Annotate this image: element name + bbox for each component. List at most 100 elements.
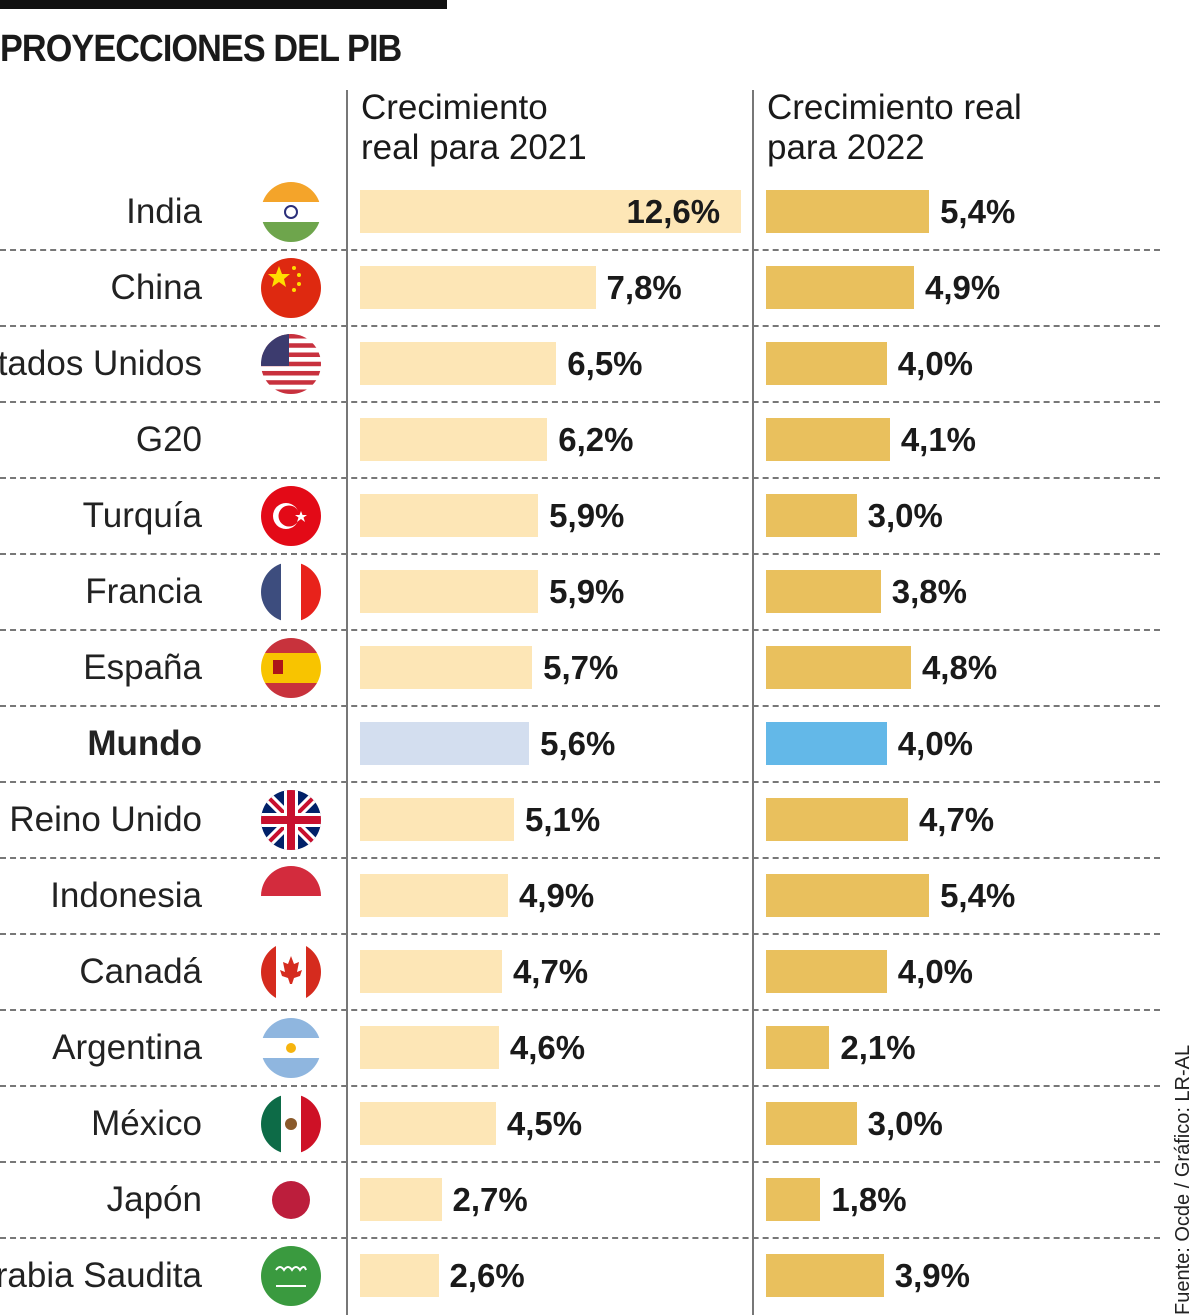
value-label-2022: 5,4% — [940, 193, 1016, 230]
bar-2022 — [766, 342, 887, 385]
usa-flag-icon — [261, 334, 321, 394]
bar-2021 — [360, 1102, 496, 1145]
row-divider — [0, 1009, 1160, 1011]
spain-flag-icon — [261, 638, 321, 698]
chart-row: Francia 5,9% 3,8% — [0, 554, 1160, 631]
source-note: Fuente: Ocde / Gráfico: LR-AL — [1172, 1044, 1194, 1315]
row-divider — [0, 933, 1160, 935]
value-label-2022: 1,8% — [831, 1181, 907, 1218]
value-label-2022: 4,1% — [900, 421, 977, 458]
category-label: Indonesia — [50, 876, 202, 915]
bar-2022 — [766, 190, 930, 233]
canada-flag-icon — [261, 942, 321, 1002]
value-label-2022: 4,9% — [924, 269, 1001, 306]
value-label-2022: 4,0% — [897, 345, 974, 382]
category-label: G20 — [135, 420, 202, 459]
row-divider — [0, 857, 1160, 859]
category-label: Argentina — [52, 1028, 202, 1067]
bar-2021 — [360, 646, 533, 689]
value-label-2021: 5,9% — [549, 497, 625, 534]
bar-2022 — [766, 494, 857, 537]
uk-flag-icon — [261, 790, 321, 850]
chart-row: Arabia Saudita 2,6% 3,9% — [0, 1238, 1160, 1314]
chart-row: Turquía 5,9% 3,0% — [0, 478, 1160, 555]
column-header-2022: Crecimiento real para 2022 — [767, 88, 1022, 167]
bar-2021 — [360, 950, 502, 993]
japan-flag-icon — [261, 1170, 321, 1230]
value-label-2022: 5,4% — [940, 877, 1016, 914]
value-label-2021: 6,2% — [558, 421, 634, 458]
category-label: Francia — [85, 572, 202, 611]
value-label-2021: 2,7% — [452, 1181, 528, 1218]
category-label: China — [110, 268, 202, 307]
category-label: México — [91, 1104, 202, 1143]
row-divider — [0, 629, 1160, 631]
bar-2022 — [766, 798, 908, 841]
turkey-flag-icon — [261, 486, 321, 546]
mexico-flag-icon — [261, 1094, 321, 1154]
value-label-2021: 2,6% — [449, 1257, 525, 1294]
category-label: Mundo — [87, 724, 202, 763]
bar-2021 — [360, 1026, 499, 1069]
row-divider — [0, 1237, 1160, 1239]
bar-2022 — [766, 646, 911, 689]
bar-2022 — [766, 950, 887, 993]
bar-2021 — [360, 1178, 442, 1221]
value-label-2022: 3,0% — [867, 1105, 943, 1142]
value-label-2022: 4,0% — [897, 725, 974, 762]
bar-2022 — [766, 1026, 830, 1069]
column-divider — [346, 90, 348, 1315]
france-flag-icon — [261, 562, 321, 622]
category-label: Estados Unidos — [0, 344, 202, 383]
chart-row: China 7,8% 4,9% — [0, 250, 1160, 327]
category-label: Japón — [106, 1180, 202, 1219]
row-divider — [0, 553, 1160, 555]
bar-2022 — [766, 1178, 821, 1221]
chart-row: Canadá 4,7% 4,0% — [0, 934, 1160, 1011]
value-label-2022: 3,9% — [894, 1257, 970, 1294]
row-divider — [0, 325, 1160, 327]
top-rule — [0, 0, 447, 9]
bar-2021 — [360, 494, 539, 537]
value-label-2021: 12,6% — [626, 193, 721, 230]
row-divider — [0, 1161, 1160, 1163]
chart-row: India 12,6% 5,4% — [0, 174, 1160, 251]
category-label: Reino Unido — [9, 800, 202, 839]
row-divider — [0, 1085, 1160, 1087]
bar-2022 — [766, 570, 881, 613]
category-label: India — [126, 192, 202, 231]
category-label: Turquía — [82, 496, 202, 535]
column-header-2021: Crecimiento real para 2021 — [361, 88, 587, 167]
bar-2022 — [766, 1102, 857, 1145]
bar-2021 — [360, 190, 741, 233]
chart-row: Estados Unidos 6,5% 4,0% — [0, 326, 1160, 403]
column-divider — [752, 90, 754, 1315]
category-label: Arabia Saudita — [0, 1256, 202, 1295]
value-label-2022: 3,8% — [891, 573, 967, 610]
bar-2021 — [360, 342, 557, 385]
value-label-2022: 4,8% — [921, 649, 998, 686]
value-label-2021: 5,1% — [525, 801, 601, 838]
saudi-arabia-flag-icon — [261, 1246, 321, 1306]
bar-2021 — [360, 266, 596, 309]
chart-row: Argentina 4,6% 2,1% — [0, 1010, 1160, 1087]
bar-2021 — [360, 722, 530, 765]
bar-2021 — [360, 1254, 439, 1297]
chart-row: España 5,7% 4,8% — [0, 630, 1160, 707]
chart-row: Indonesia 4,9% 5,4% — [0, 858, 1160, 935]
chart-title: PROYECCIONES DEL PIB — [0, 28, 402, 70]
china-flag-icon — [261, 258, 321, 318]
category-label: España — [83, 648, 202, 687]
bar-2022 — [766, 266, 914, 309]
bar-2022 — [766, 874, 930, 917]
bar-2021 — [360, 874, 508, 917]
india-flag-icon — [261, 182, 321, 242]
value-label-2021: 5,7% — [543, 649, 619, 686]
argentina-flag-icon — [261, 1018, 321, 1078]
value-label-2021: 4,7% — [512, 953, 589, 990]
bar-2021 — [360, 798, 515, 841]
value-label-2021: 7,8% — [606, 269, 682, 306]
bar-2022 — [766, 722, 887, 765]
bar-2021 — [360, 418, 548, 461]
value-label-2022: 4,7% — [918, 801, 995, 838]
